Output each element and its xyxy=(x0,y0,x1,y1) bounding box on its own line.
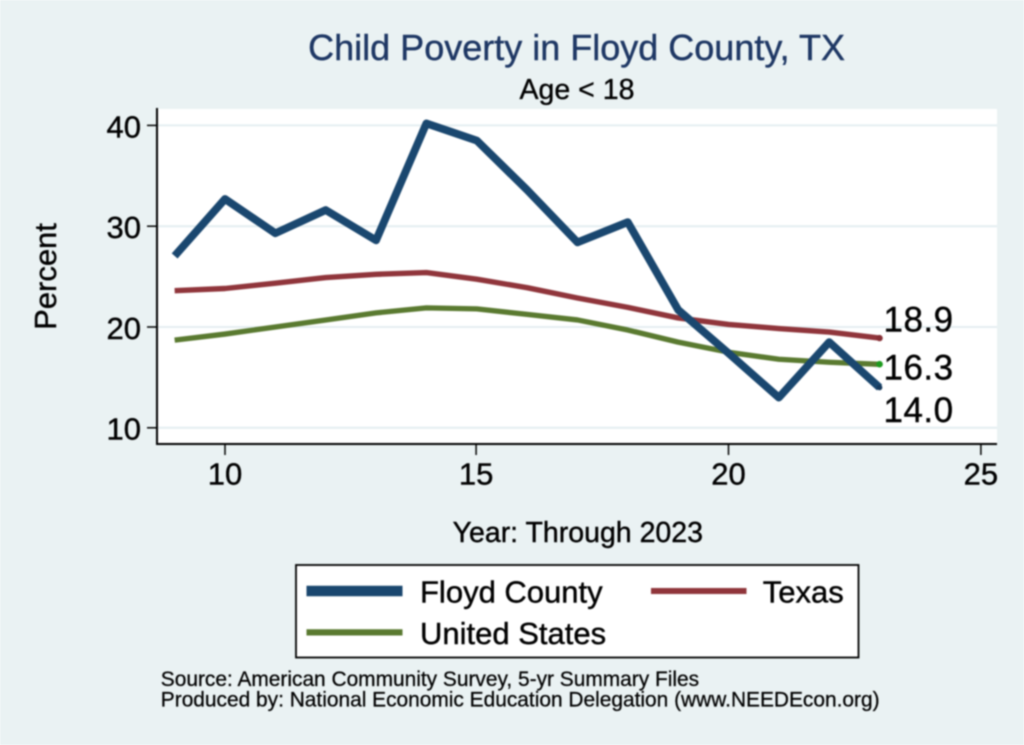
svg-text:30: 30 xyxy=(107,210,141,245)
svg-text:Produced by: National Economic: Produced by: National Economic Education… xyxy=(161,689,880,712)
svg-text:20: 20 xyxy=(711,456,745,491)
svg-text:15: 15 xyxy=(459,456,493,491)
svg-text:Floyd County: Floyd County xyxy=(420,575,603,610)
svg-text:Age < 18: Age < 18 xyxy=(520,74,635,106)
svg-text:20: 20 xyxy=(107,311,141,346)
svg-text:14.0: 14.0 xyxy=(884,391,954,430)
svg-text:Texas: Texas xyxy=(763,575,844,610)
svg-text:18.9: 18.9 xyxy=(884,300,954,339)
svg-text:40: 40 xyxy=(107,109,141,144)
svg-text:10: 10 xyxy=(208,456,242,491)
svg-text:Year: Through 2023: Year: Through 2023 xyxy=(453,517,703,549)
svg-text:Source: American Community Sur: Source: American Community Survey, 5-yr … xyxy=(161,668,699,691)
svg-text:25: 25 xyxy=(964,456,998,491)
svg-text:16.3: 16.3 xyxy=(884,349,954,388)
svg-text:Child Poverty in Floyd County,: Child Poverty in Floyd County, TX xyxy=(308,27,845,68)
svg-text:10: 10 xyxy=(107,412,141,447)
svg-text:United States: United States xyxy=(420,616,606,651)
svg-text:Percent: Percent xyxy=(28,223,63,330)
